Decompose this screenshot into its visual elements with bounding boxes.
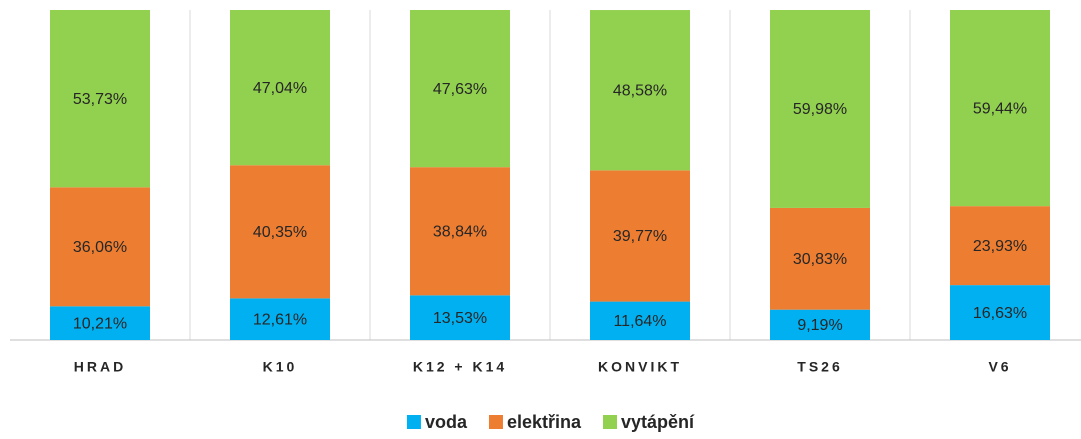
bar-segment bbox=[50, 187, 150, 307]
bar-segment bbox=[950, 285, 1050, 340]
bar-segment bbox=[590, 301, 690, 340]
x-tick-label: HRAD bbox=[74, 359, 126, 375]
data-label: 13,53% bbox=[433, 310, 487, 327]
legend-label: elektřina bbox=[507, 412, 582, 432]
bar-segment bbox=[590, 10, 690, 171]
legend-swatch bbox=[603, 415, 618, 429]
bar-segment bbox=[230, 165, 330, 299]
x-tick-label: K10 bbox=[263, 359, 298, 375]
bar-segment bbox=[230, 10, 330, 166]
x-tick-label: V6 bbox=[988, 359, 1011, 375]
data-label: 36,06% bbox=[73, 239, 127, 256]
data-label: 39,77% bbox=[613, 228, 667, 245]
bar-segment bbox=[770, 10, 870, 208]
bar-segment bbox=[950, 10, 1050, 207]
bar-segment bbox=[410, 295, 510, 340]
legend-label: voda bbox=[425, 412, 468, 432]
bar-segment bbox=[590, 170, 690, 302]
x-tick-label: KONVIKT bbox=[598, 359, 682, 375]
data-label: 47,04% bbox=[253, 80, 307, 97]
bar-segment bbox=[50, 306, 150, 340]
data-label: 48,58% bbox=[613, 82, 667, 99]
bar-segment bbox=[50, 10, 150, 188]
bar-segment bbox=[410, 10, 510, 168]
legend-swatch bbox=[488, 415, 503, 429]
data-label: 10,21% bbox=[73, 315, 127, 332]
bar-segment bbox=[770, 309, 870, 340]
data-label: 47,63% bbox=[433, 81, 487, 98]
data-label: 59,44% bbox=[973, 100, 1027, 117]
bar-segment bbox=[230, 298, 330, 340]
data-label: 16,63% bbox=[973, 305, 1027, 322]
data-label: 9,19% bbox=[797, 317, 842, 334]
data-label: 30,83% bbox=[793, 251, 847, 268]
data-label: 53,73% bbox=[73, 91, 127, 108]
data-label: 23,93% bbox=[973, 238, 1027, 255]
x-tick-label: TS26 bbox=[797, 359, 842, 375]
legend-label: vytápění bbox=[621, 412, 695, 432]
data-label: 11,64% bbox=[613, 313, 666, 330]
bar-segment bbox=[410, 167, 510, 296]
bar-segment bbox=[950, 206, 1050, 286]
data-label: 59,98% bbox=[793, 101, 847, 118]
data-label: 12,61% bbox=[253, 311, 307, 328]
bar-segment bbox=[770, 207, 870, 310]
x-tick-label: K12 + K14 bbox=[413, 359, 507, 375]
data-label: 38,84% bbox=[433, 223, 487, 240]
legend-swatch bbox=[406, 415, 421, 429]
data-label: 40,35% bbox=[253, 224, 307, 241]
